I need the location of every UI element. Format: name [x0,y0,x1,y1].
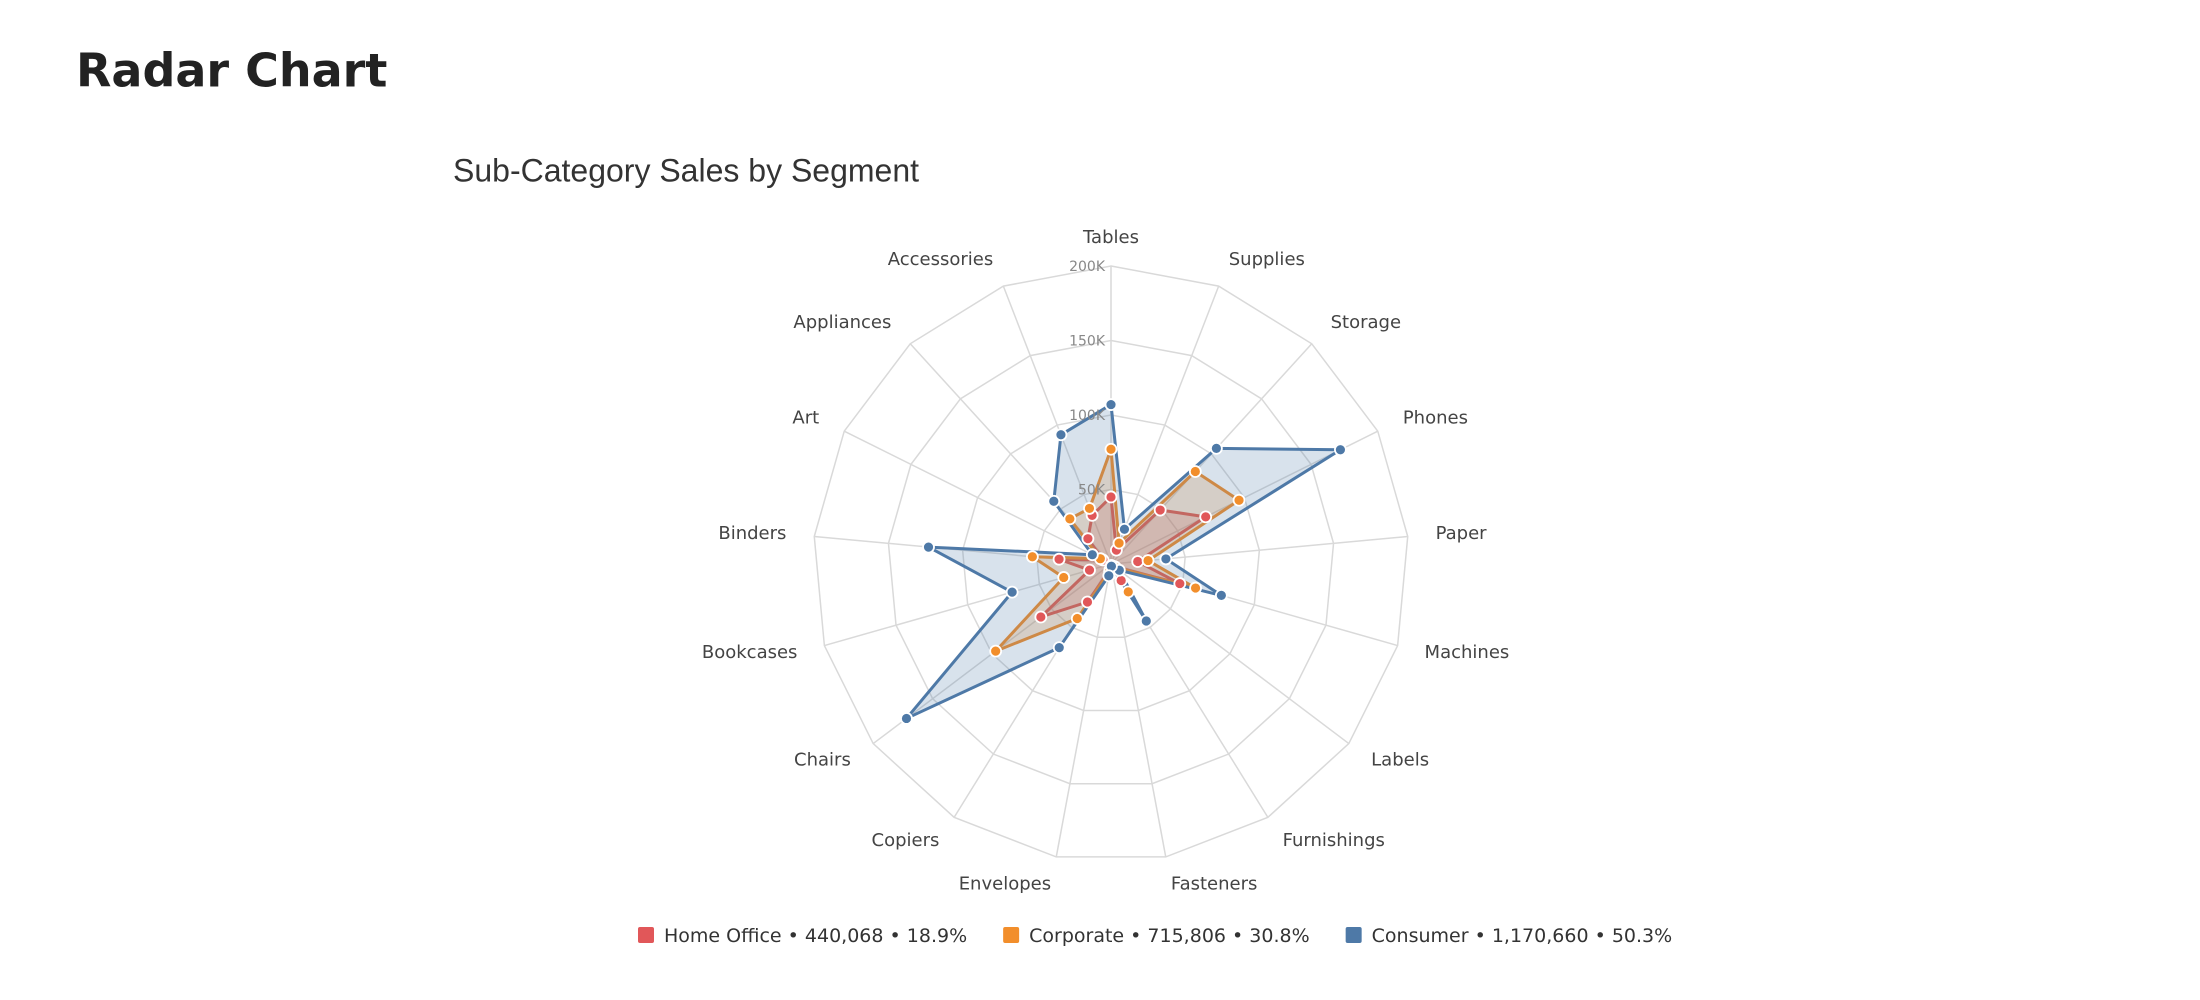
legend-share: 18.9% [907,925,967,947]
legend-sep: • [1589,925,1612,947]
legend-share: 50.3% [1612,925,1672,947]
data-point [1083,502,1096,515]
category-label: Supplies [1229,249,1305,270]
chart-title: Sub-Category Sales by Segment [453,152,919,188]
spoke [1110,285,1220,565]
category-label: Furnishings [1283,830,1385,851]
data-point [1334,443,1347,457]
data-point [900,712,913,725]
data-point [1188,465,1202,478]
legend-label: Home Office • 440,068 • 18.9% [664,925,967,947]
category-label: Bookcases [702,642,798,663]
category-label: Binders [718,523,786,544]
data-point [1112,536,1126,550]
r-tick-label: 150K [1069,334,1106,350]
legend-sep: • [883,925,906,947]
category-label: Envelopes [959,873,1051,894]
category-label: Fasteners [1171,873,1258,894]
legend-total: 440,068 [805,925,884,947]
data-point [989,644,1003,658]
grid-ring [887,339,1335,785]
data-point [1057,571,1071,584]
legend-label: Consumer • 1,170,660 • 50.3% [1372,925,1673,947]
category-label: Art [792,408,819,429]
spoke [1055,563,1112,858]
page-title: Radar Chart [76,44,387,98]
category-label: Chairs [794,749,851,770]
data-point [922,540,935,554]
grid-ring [813,265,1409,858]
data-point [1173,577,1187,590]
legend-label: Corporate • 715,806 • 30.8% [1029,925,1310,947]
data-point [1232,493,1246,507]
spoke [1110,563,1167,858]
category-label: Tables [1082,227,1139,248]
data-point [1083,563,1096,577]
category-label: Labels [1371,749,1429,770]
data-point [1104,442,1118,456]
data-point [1085,548,1099,562]
data-point [1102,569,1116,583]
data-point [1159,552,1173,566]
label-layer: 50K 100K 150K 200K Tables Supplies Storage Phon… [702,227,1509,894]
data-point [1104,398,1118,411]
data-point [1139,614,1153,628]
series-layer [900,398,1347,725]
legend-sep: • [1469,925,1492,947]
category-label: Machines [1425,642,1510,663]
data-point [1118,522,1131,536]
data-point [1054,428,1068,442]
category-label: Paper [1436,523,1488,544]
data-point [1052,552,1066,566]
data-point [1005,585,1019,599]
legend-name: Consumer [1372,925,1469,947]
data-point [1047,494,1061,508]
data-point [1214,588,1228,602]
data-point [1081,595,1094,609]
data-point [1131,555,1145,568]
legend-name: Corporate [1029,925,1124,947]
category-label: Storage [1331,312,1401,333]
data-point [1104,490,1118,504]
data-point [1025,550,1039,564]
grid-ring [961,414,1261,712]
legend-sep: • [1124,925,1147,947]
legend-share: 30.8% [1249,925,1309,947]
data-point [1199,510,1213,524]
legend-swatch [1345,927,1362,943]
data-point [1209,441,1223,455]
data-point [1034,610,1048,624]
data-point [1081,532,1095,546]
legend-sep: • [1226,925,1249,947]
r-tick-label: 50K [1078,483,1106,499]
data-point [1052,641,1066,655]
r-tick-label: 100K [1069,408,1106,424]
category-label: Phones [1403,408,1468,429]
r-tick-label: 200K [1069,259,1106,275]
legend-swatch [1003,927,1020,943]
category-label: Appliances [793,312,891,333]
data-point [1063,512,1077,526]
category-label: Accessories [888,249,994,270]
data-point [1153,503,1167,517]
legend: Home Office • 440,068 • 18.9% Corporate •… [638,925,1672,947]
legend-sep: • [782,925,805,947]
legend-total: 1,170,660 [1492,925,1589,947]
data-point [1141,554,1155,567]
data-point [1189,581,1202,595]
spoke [1110,563,1350,745]
data-point [1114,574,1128,587]
legend-name: Home Office [664,925,782,947]
grid-ring [1036,488,1186,638]
data-point [1121,585,1135,599]
series-area [904,403,1342,720]
data-point [1070,612,1084,625]
legend-swatch [638,927,654,943]
spoke [843,430,1112,565]
legend-total: 715,806 [1147,925,1226,947]
category-label: Copiers [872,830,940,851]
